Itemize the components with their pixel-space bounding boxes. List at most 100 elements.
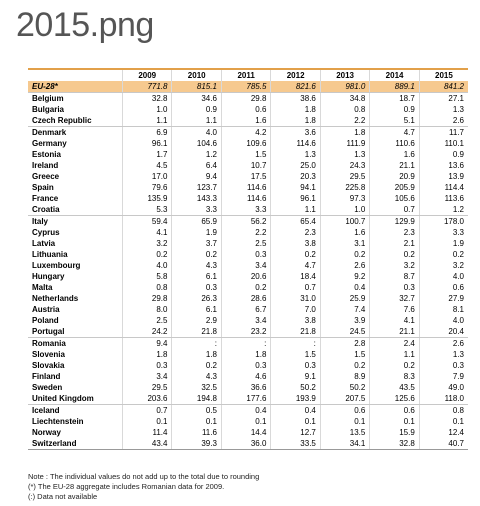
table-cell: 5.1: [369, 115, 420, 127]
table-cell: 1.3: [319, 149, 370, 160]
table-row: Croatia 5.3 3.3 3.3 1.1 1.0 0.7 1.2: [28, 204, 468, 216]
table-cell: 0.7: [270, 282, 321, 293]
header-row: 2009 2010 2011 2012 2013 2014 2015: [28, 68, 468, 81]
table-row: Spain 79.6 123.7 114.6 94.1 225.8 205.9 114.4: [28, 182, 468, 193]
table-cell: 13.5: [319, 427, 370, 438]
table-cell: 1.0: [121, 104, 172, 115]
table-cell: 32.8: [121, 92, 172, 104]
table-cell: 4.6: [220, 371, 271, 382]
table-cell: 11.6: [171, 427, 222, 438]
table-cell: 1.1: [270, 204, 321, 216]
table-row: Slovenia 1.8 1.8 1.8 1.5 1.5 1.1 1.3: [28, 349, 468, 360]
table-cell: 7.9: [418, 371, 468, 382]
table-cell: 21.1: [369, 160, 420, 171]
table-cell: 114.6: [220, 193, 271, 204]
table-cell: 111.9: [319, 138, 370, 149]
table-row: Czech Republic 1.1 1.1 1.6 1.8 2.2 5.1 2.6: [28, 115, 468, 127]
table-cell: 3.1: [319, 238, 370, 249]
table-cell: 20.3: [270, 171, 321, 182]
row-label: Lithuania: [32, 250, 68, 259]
table-cell: 125.6: [369, 393, 420, 405]
table-row: Estonia 1.7 1.2 1.5 1.3 1.3 1.6 0.9: [28, 149, 468, 160]
table-cell: 1.2: [171, 149, 222, 160]
table-cell: 207.5: [319, 393, 370, 405]
table-cell: 225.8: [319, 182, 370, 193]
table-cell: 8.1: [418, 304, 468, 315]
table-cell: 2.5: [121, 315, 172, 326]
table-cell: 17.5: [220, 171, 271, 182]
table-cell: 4.5: [121, 160, 172, 171]
table-cell: 2.2: [220, 227, 271, 238]
table-cell: 1.9: [171, 227, 222, 238]
table-cell: 0.6: [369, 404, 420, 416]
table-row: Austria 8.0 6.1 6.7 7.0 7.4 7.6 8.1: [28, 304, 468, 315]
note-line: (:) Data not available: [28, 492, 98, 501]
table-cell: 0.5: [171, 404, 222, 416]
table-cell: 27.1: [418, 92, 468, 104]
table-cell: 3.4: [220, 315, 271, 326]
row-label: Finland: [32, 372, 61, 381]
notes: Note : The individual values do not add …: [28, 472, 259, 502]
table-row: Latvia 3.2 3.7 2.5 3.8 3.1 2.1 1.9: [28, 238, 468, 249]
table-cell: 785.5: [220, 81, 271, 93]
table-cell: 105.6: [369, 193, 420, 204]
table-cell: 24.3: [319, 160, 370, 171]
table-cell: 8.3: [369, 371, 420, 382]
page-title: 2015.png: [16, 6, 154, 44]
table-row: Finland 3.4 4.3 4.6 9.1 8.9 8.3 7.9: [28, 371, 468, 382]
table-cell: 1.1: [171, 115, 222, 127]
table-cell: 193.9: [270, 393, 321, 405]
table-cell: 0.2: [121, 249, 172, 260]
table-cell: 29.8: [121, 293, 172, 304]
table-cell: :: [220, 337, 271, 349]
table-cell: 0.7: [121, 404, 172, 416]
table-cell: 18.7: [369, 92, 420, 104]
table-cell: 0.3: [171, 282, 222, 293]
table-cell: 135.9: [121, 193, 172, 204]
table-row: Bulgaria 1.0 0.9 0.6 1.8 0.8 0.9 1.3: [28, 104, 468, 115]
table-cell: 29.5: [319, 171, 370, 182]
table-cell: 6.1: [171, 304, 222, 315]
table-cell: 18.4: [270, 271, 321, 282]
table-cell: 0.3: [220, 249, 271, 260]
table-cell: 0.8: [121, 282, 172, 293]
table-cell: 114.4: [418, 182, 468, 193]
table-cell: 2.6: [319, 260, 370, 271]
row-label: Latvia: [32, 239, 56, 248]
table-row: Malta 0.8 0.3 0.2 0.7 0.4 0.3 0.6: [28, 282, 468, 293]
table-cell: 9.1: [270, 371, 321, 382]
table-cell: 129.9: [369, 215, 420, 227]
row-label: EU-28*: [28, 81, 123, 93]
table-row: Poland 2.5 2.9 3.4 3.8 3.9 4.1 4.0: [28, 315, 468, 326]
table-cell: 3.4: [121, 371, 172, 382]
table-cell: 3.6: [270, 126, 321, 138]
row-label: Malta: [32, 283, 53, 292]
table-row: Netherlands 29.8 26.3 28.6 31.0 25.9 32.7 27.9: [28, 293, 468, 304]
table-cell: 14.4: [220, 427, 271, 438]
table-cell: 15.9: [369, 427, 420, 438]
table-cell: 1.0: [319, 204, 370, 216]
table-cell: 11.7: [418, 126, 468, 138]
table-cell: 3.4: [220, 260, 271, 271]
table-cell: 32.5: [171, 382, 222, 393]
table-cell: 1.6: [369, 149, 420, 160]
table-cell: 0.6: [418, 282, 468, 293]
table-cell: 10.7: [220, 160, 271, 171]
note-line: (*) The EU-28 aggregate includes Romania…: [28, 482, 225, 491]
row-label: Austria: [32, 305, 60, 314]
row-label: Portugal: [28, 326, 123, 338]
table-cell: 0.4: [319, 282, 370, 293]
row-label: Ireland: [32, 161, 59, 170]
row-label: Netherlands: [32, 294, 79, 303]
row-label: Slovenia: [32, 350, 65, 359]
table-cell: 4.1: [369, 315, 420, 326]
table-cell: 3.3: [418, 227, 468, 238]
table-cell: 1.3: [270, 149, 321, 160]
table-cell: 65.9: [171, 215, 222, 227]
row-label: Slovakia: [32, 361, 65, 370]
row-label: Belgium: [32, 94, 64, 103]
table-row: Sweden 29.5 32.5 36.6 50.2 50.2 43.5 49.0: [28, 382, 468, 393]
table-cell: 1.9: [418, 238, 468, 249]
row-label: Iceland: [32, 406, 60, 415]
table-cell: 3.2: [121, 238, 172, 249]
